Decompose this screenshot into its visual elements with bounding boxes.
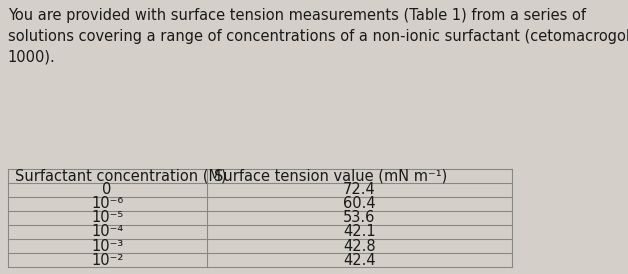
Text: 53.6: 53.6 xyxy=(343,210,376,225)
Text: 42.8: 42.8 xyxy=(343,238,376,253)
Text: You are provided with surface tension measurements (Table 1) from a series of
so: You are provided with surface tension me… xyxy=(8,8,628,64)
Text: 72.4: 72.4 xyxy=(343,182,376,197)
Text: 0: 0 xyxy=(102,182,112,197)
Text: 10⁻⁶: 10⁻⁶ xyxy=(91,196,123,211)
Text: Surfactant concentration (M): Surfactant concentration (M) xyxy=(15,168,227,183)
Text: 10⁻⁵: 10⁻⁵ xyxy=(91,210,123,225)
Text: 60.4: 60.4 xyxy=(343,196,376,211)
Text: 10⁻²: 10⁻² xyxy=(91,253,123,268)
Text: Surface tension value (mN m⁻¹): Surface tension value (mN m⁻¹) xyxy=(214,168,448,183)
Text: 42.1: 42.1 xyxy=(343,224,376,239)
Text: 10⁻³: 10⁻³ xyxy=(91,238,123,253)
Text: 10⁻⁴: 10⁻⁴ xyxy=(91,224,123,239)
Text: 42.4: 42.4 xyxy=(343,253,376,268)
Bar xyxy=(8,169,512,267)
